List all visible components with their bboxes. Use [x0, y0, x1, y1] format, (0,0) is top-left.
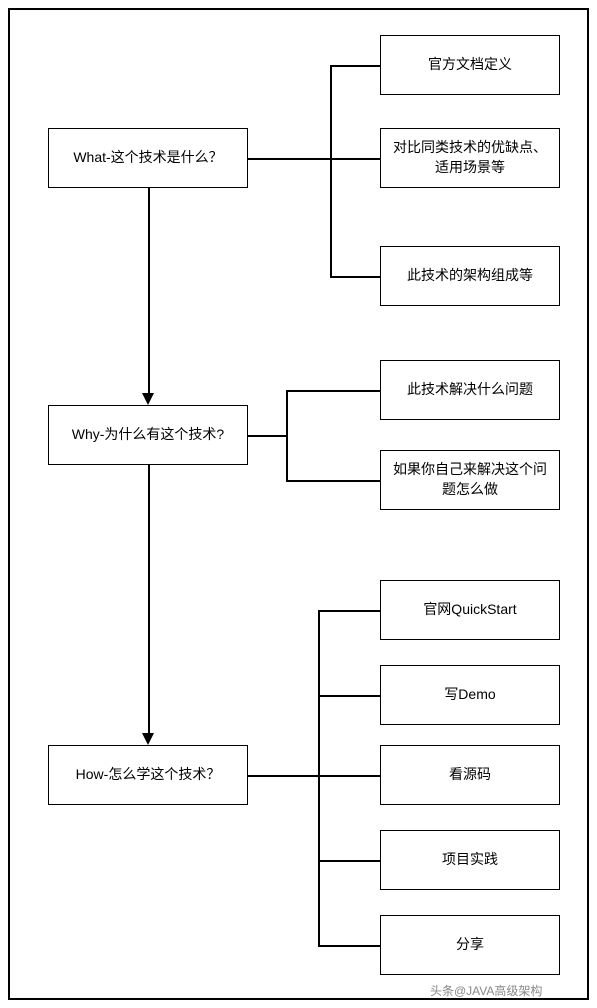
node-what-child-1-label: 对比同类技术的优缺点、适用场景等 [389, 138, 551, 177]
watermark: 头条@JAVA高级架构 [430, 982, 542, 999]
node-what-child-2: 此技术的架构组成等 [380, 246, 560, 306]
node-how-child-2: 看源码 [380, 745, 560, 805]
node-how-child-2-label: 看源码 [449, 765, 491, 785]
node-how-child-0: 官网QuickStart [380, 580, 560, 640]
connector [318, 860, 380, 862]
connector [318, 695, 380, 697]
connector [318, 775, 380, 777]
connector [286, 390, 380, 392]
node-how-child-0-label: 官网QuickStart [423, 600, 516, 620]
node-what-child-2-label: 此技术的架构组成等 [407, 266, 533, 286]
flow-arrow-line [148, 465, 150, 733]
node-how-label: How-怎么学这个技术？ [76, 765, 221, 785]
flow-arrow-head [142, 733, 154, 745]
node-why-child-1: 如果你自己来解决这个问题怎么做 [380, 450, 560, 510]
connector [248, 158, 330, 160]
node-why-child-0: 此技术解决什么问题 [380, 360, 560, 420]
connector [248, 435, 286, 437]
connector [286, 390, 288, 481]
connector [330, 158, 380, 160]
node-why-label: Why-为什么有这个技术? [72, 425, 224, 445]
watermark-text: 头条@JAVA高级架构 [430, 984, 542, 998]
node-how-child-3: 项目实践 [380, 830, 560, 890]
node-how-child-4: 分享 [380, 915, 560, 975]
node-how-child-1: 写Demo [380, 665, 560, 725]
connector [330, 65, 332, 276]
node-why-child-0-label: 此技术解决什么问题 [407, 380, 533, 400]
connector [286, 480, 380, 482]
connector [318, 610, 380, 612]
node-how-child-1-label: 写Demo [444, 685, 495, 705]
node-what-child-1: 对比同类技术的优缺点、适用场景等 [380, 128, 560, 188]
flow-arrow-head [142, 393, 154, 405]
node-why: Why-为什么有这个技术? [48, 405, 248, 465]
node-what: What-这个技术是什么？ [48, 128, 248, 188]
connector [318, 610, 320, 946]
connector [248, 775, 318, 777]
node-why-child-1-label: 如果你自己来解决这个问题怎么做 [389, 460, 551, 499]
node-what-child-0-label: 官方文档定义 [428, 55, 512, 75]
node-how: How-怎么学这个技术？ [48, 745, 248, 805]
connector [330, 65, 380, 67]
flow-arrow-line [148, 188, 150, 393]
node-what-child-0: 官方文档定义 [380, 35, 560, 95]
node-how-child-3-label: 项目实践 [442, 850, 498, 870]
connector [330, 276, 380, 278]
node-how-child-4-label: 分享 [456, 935, 484, 955]
connector [318, 945, 380, 947]
node-what-label: What-这个技术是什么？ [73, 148, 222, 168]
